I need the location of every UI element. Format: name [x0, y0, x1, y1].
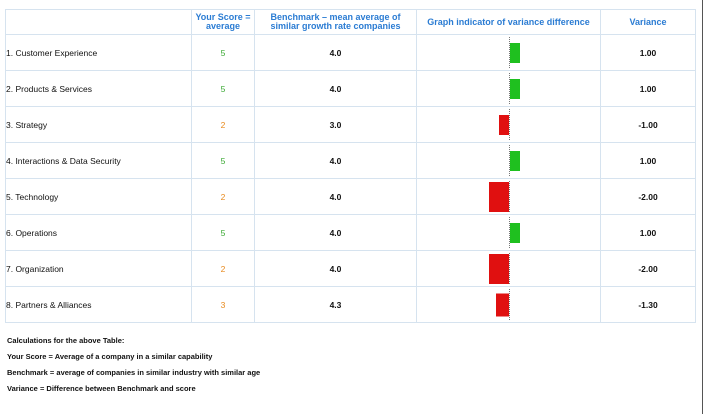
table-row: 1. Customer Experience 5 4.0 1.00 [5, 34, 696, 71]
notes-benchmark: Benchmark = average of companies in simi… [7, 368, 261, 377]
positive-variance-bar [509, 150, 520, 171]
criteria-label: 2. Products & Services [5, 70, 192, 107]
zero-axis-line [508, 289, 510, 320]
your-score-value: 3 [191, 286, 255, 323]
variance-value: 1.00 [600, 34, 696, 71]
variance-graph-cell [416, 34, 601, 71]
benchmark-value: 4.3 [254, 286, 417, 323]
variance-value: 1.00 [600, 142, 696, 179]
notes-variance: Variance = Difference between Benchmark … [7, 384, 196, 393]
zero-axis-line [508, 217, 510, 248]
criteria-header [5, 9, 192, 35]
benchmark-value: 4.0 [254, 34, 417, 71]
zero-axis-line [508, 181, 510, 212]
your-score-value: 5 [191, 34, 255, 71]
benchmark-value: 4.0 [254, 70, 417, 107]
zero-axis-line [508, 37, 510, 68]
right-edge-line [702, 0, 703, 414]
negative-variance-bar [488, 253, 509, 284]
variance-graph-cell [416, 106, 601, 143]
variance-table: Your Score = average Benchmark – mean av… [5, 9, 696, 323]
your-score-value: 5 [191, 70, 255, 107]
variance-value: 1.00 [600, 70, 696, 107]
table-row: 4. Interactions & Data Security 5 4.0 1.00 [5, 142, 696, 179]
negative-variance-bar [488, 181, 509, 212]
criteria-label: 5. Technology [5, 178, 192, 215]
zero-axis-line [508, 253, 510, 284]
variance-graph-cell [416, 286, 601, 323]
variance-graph-cell [416, 142, 601, 179]
zero-axis-line [508, 145, 510, 176]
your-score-header: Your Score = average [191, 9, 255, 35]
benchmark-value: 3.0 [254, 106, 417, 143]
negative-variance-bar [498, 114, 509, 135]
table-row: 8. Partners & Alliances 3 4.3 -1.30 [5, 286, 696, 323]
criteria-label: 4. Interactions & Data Security [5, 142, 192, 179]
variance-value: -2.00 [600, 250, 696, 287]
your-score-value: 2 [191, 178, 255, 215]
positive-variance-bar [509, 78, 520, 99]
table-row: 6. Operations 5 4.0 1.00 [5, 214, 696, 251]
variance-value: 1.00 [600, 214, 696, 251]
criteria-label: 3. Strategy [5, 106, 192, 143]
variance-value: -1.30 [600, 286, 696, 323]
criteria-label: 7. Organization [5, 250, 192, 287]
variance-graph-cell [416, 214, 601, 251]
criteria-label: 6. Operations [5, 214, 192, 251]
table-row: 2. Products & Services 5 4.0 1.00 [5, 70, 696, 107]
benchmark-header: Benchmark – mean average of similar grow… [254, 9, 417, 35]
table-row: 7. Organization 2 4.0 -2.00 [5, 250, 696, 287]
your-score-value: 5 [191, 214, 255, 251]
positive-variance-bar [509, 42, 520, 63]
criteria-label: 1. Customer Experience [5, 34, 192, 71]
calculation-notes: Calculations for the above Table: Your S… [7, 336, 260, 400]
benchmark-value: 4.0 [254, 142, 417, 179]
benchmark-value: 4.0 [254, 214, 417, 251]
notes-title: Calculations for the above Table: [7, 336, 125, 345]
variance-graph-cell [416, 70, 601, 107]
zero-axis-line [508, 109, 510, 140]
negative-variance-bar [495, 293, 509, 316]
positive-variance-bar [509, 222, 520, 243]
table-body: 1. Customer Experience 5 4.0 1.00 2. Product… [5, 34, 696, 323]
your-score-value: 5 [191, 142, 255, 179]
variance-value: -1.00 [600, 106, 696, 143]
benchmark-value: 4.0 [254, 178, 417, 215]
table-header-row: Your Score = average Benchmark – mean av… [5, 9, 696, 35]
graph-header: Graph indicator of variance difference [416, 9, 601, 35]
criteria-label: 8. Partners & Alliances [5, 286, 192, 323]
variance-graph-cell [416, 250, 601, 287]
benchmark-value: 4.0 [254, 250, 417, 287]
variance-value: -2.00 [600, 178, 696, 215]
your-score-value: 2 [191, 106, 255, 143]
variance-graph-cell [416, 178, 601, 215]
table-row: 5. Technology 2 4.0 -2.00 [5, 178, 696, 215]
notes-your-score: Your Score = Average of a company in a s… [7, 352, 213, 361]
table-row: 3. Strategy 2 3.0 -1.00 [5, 106, 696, 143]
your-score-value: 2 [191, 250, 255, 287]
variance-header: Variance [600, 9, 696, 35]
zero-axis-line [508, 73, 510, 104]
